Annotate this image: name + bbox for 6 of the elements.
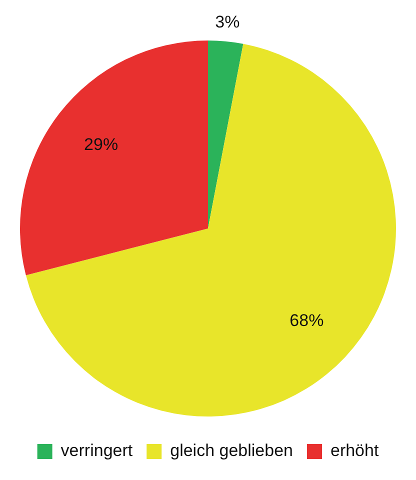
data-label: 68% (290, 310, 324, 330)
legend-label: erhöht (330, 441, 379, 460)
legend-label: gleich geblieben (170, 441, 293, 460)
legend-label: verringert (60, 441, 133, 460)
data-label: 29% (84, 135, 118, 154)
data-label: 3% (215, 12, 240, 32)
